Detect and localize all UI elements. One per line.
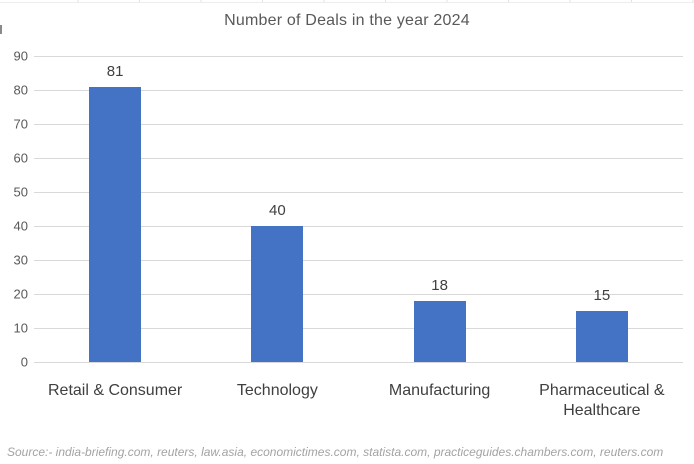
source-note: Source:- india-briefing.com, reuters, la… [7,445,664,459]
y-axis-tick-label: 90 [13,48,28,64]
left-edge-crop-artifact [0,25,2,34]
gridline [34,158,683,159]
gridline [34,226,683,227]
cropped-top-ruler-line [0,2,694,3]
y-axis-tick-label: 40 [13,218,28,234]
y-axis-tick-label: 10 [13,320,28,336]
bar-2 [251,226,304,362]
y-axis-tick-label: 20 [13,286,28,302]
gridline [34,362,683,363]
bar-value-label: 18 [431,276,448,294]
gridline [34,56,683,57]
gridline [34,90,683,91]
y-axis-tick-label: 50 [13,184,28,200]
y-axis-tick-label: 80 [13,82,28,98]
y-axis-tick-label: 70 [13,116,28,132]
y-axis-tick-label: 60 [13,150,28,166]
bar-value-label: 15 [593,287,611,304]
y-axis-tick-label: 30 [13,252,28,268]
bar-4 [575,311,628,362]
x-axis-category-label: Retail & Consumer [47,382,183,399]
x-axis-category-label: Manufacturing [388,382,491,399]
gridline [34,124,683,125]
plot-area [34,56,683,363]
gridline [34,328,683,329]
x-axis-category-label: Pharmaceutical & Healthcare [539,382,665,419]
gridline [34,294,683,295]
bar-value-label: 40 [269,202,286,219]
y-axis-tick-label: 0 [20,354,28,370]
chart-title: Number of Deals in the year 2024 [224,12,470,29]
y-axis: 90 80 70 60 50 40 30 20 10 0 [0,49,30,370]
gridline [34,260,683,261]
bar-3 [413,300,466,362]
bar-1 [89,86,142,362]
cropped-top-ruler-ticks [17,0,694,3]
bar-value-label: 81 [106,62,124,80]
gridline [34,192,683,193]
x-axis-category-label: Technology [236,382,318,399]
